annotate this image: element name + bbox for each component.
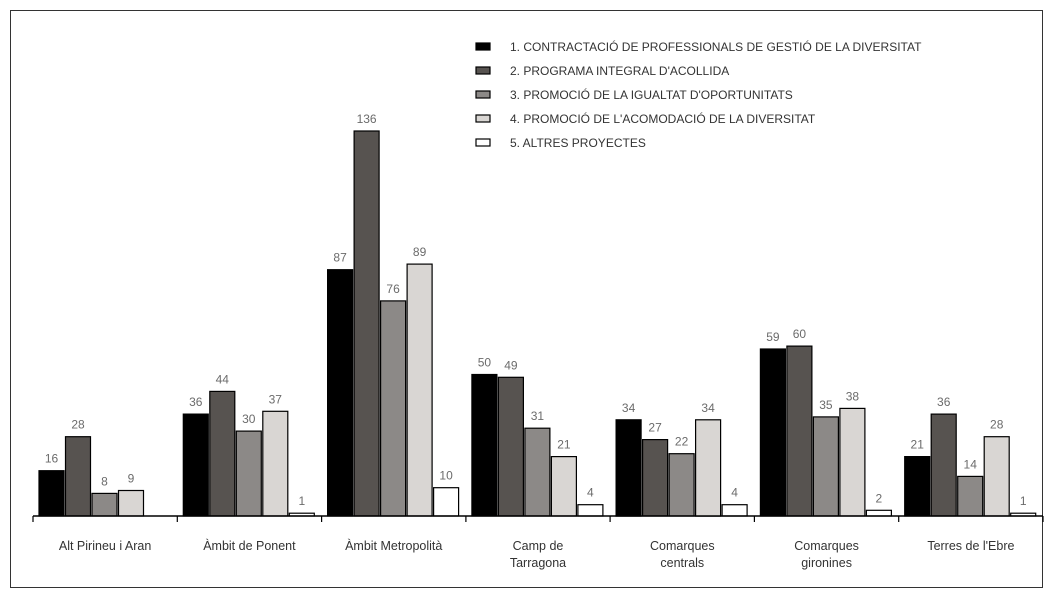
data-label-s5-c3: 10 bbox=[439, 469, 453, 483]
data-label-s2-c3: 136 bbox=[357, 112, 377, 126]
data-label-s4-c5: 34 bbox=[701, 401, 715, 415]
bar-s1-c2 bbox=[182, 413, 209, 517]
data-label-s5-c6: 2 bbox=[876, 491, 883, 505]
legend-swatch-5 bbox=[475, 138, 491, 147]
bar-s2-c2 bbox=[209, 390, 236, 517]
legend-label-2: 2. PROGRAMA INTEGRAL D'ACOLLIDA bbox=[510, 64, 729, 78]
category-label-1: Alt Pirineu i Aran bbox=[59, 539, 151, 553]
data-label-s1-c6: 59 bbox=[766, 330, 780, 344]
x-axis: Alt Pirineu i Aran Àmbit de Ponent Àmbit M… bbox=[32, 515, 1044, 570]
data-label-s1-c7: 21 bbox=[911, 438, 925, 452]
bar-s4-c5 bbox=[694, 419, 722, 517]
data-label-s3-c4: 31 bbox=[531, 409, 545, 423]
data-label-s5-c4: 4 bbox=[587, 486, 594, 500]
legend-swatch-1 bbox=[475, 42, 491, 51]
data-label-s4-c1: 9 bbox=[128, 472, 135, 486]
bar-s4-c1 bbox=[117, 489, 145, 517]
data-label-s1-c1: 16 bbox=[45, 452, 59, 466]
category-label-5-line2: centrals bbox=[660, 556, 704, 570]
data-label-s3-c5: 22 bbox=[675, 435, 689, 449]
category-label-5-line1: Comarques bbox=[650, 539, 715, 553]
bar-s4-c2 bbox=[262, 410, 289, 517]
data-label-s4-c6: 38 bbox=[846, 389, 860, 403]
legend-swatch-3 bbox=[475, 90, 491, 99]
bar-s2-c4 bbox=[497, 376, 524, 517]
category-label-3: Àmbit Metropolità bbox=[345, 538, 442, 553]
data-label-s2-c5: 27 bbox=[648, 421, 662, 435]
bar-s2-c3 bbox=[353, 130, 380, 517]
data-label-s3-c7: 14 bbox=[964, 457, 978, 471]
legend-label-3: 3. PROMOCIÓ DE LA IGUALTAT D'OPORTUNITAT… bbox=[510, 87, 793, 102]
data-label-s2-c2: 44 bbox=[216, 372, 230, 386]
data-label-s4-c7: 28 bbox=[990, 418, 1004, 432]
bar-s3-c1 bbox=[91, 492, 118, 517]
data-label-s2-c7: 36 bbox=[937, 395, 951, 409]
data-label-s2-c1: 28 bbox=[71, 418, 85, 432]
bar-s3-c5 bbox=[668, 453, 695, 517]
bar-s1-c4 bbox=[471, 373, 498, 517]
data-label-s4-c2: 37 bbox=[269, 392, 283, 406]
bar-s3-c3 bbox=[380, 300, 407, 517]
bar-s2-c1 bbox=[64, 436, 92, 517]
bar-s4-c4 bbox=[550, 456, 578, 517]
bar-s1-c5 bbox=[615, 419, 642, 517]
legend-swatch-4 bbox=[475, 114, 491, 123]
category-label-2: Àmbit de Ponent bbox=[203, 538, 296, 553]
legend-swatch-2 bbox=[475, 66, 491, 75]
data-label-s3-c6: 35 bbox=[819, 398, 833, 412]
legend-label-4: 4. PROMOCIÓ DE L'ACOMODACIÓ DE LA DIVERS… bbox=[510, 111, 816, 126]
category-label-7: Terres de l'Ebre bbox=[927, 539, 1014, 553]
data-label-s4-c4: 21 bbox=[557, 438, 571, 452]
bar-s5-c6 bbox=[865, 509, 893, 517]
bar-s3-c2 bbox=[235, 430, 262, 517]
bar-s1-c1 bbox=[38, 470, 65, 517]
chart-border bbox=[10, 10, 1043, 588]
data-label-s1-c5: 34 bbox=[622, 401, 636, 415]
bar-s2-c7 bbox=[930, 413, 957, 517]
bar-s4-c6 bbox=[839, 407, 866, 517]
category-label-4-line1: Camp de bbox=[513, 539, 564, 553]
bar-s5-c4 bbox=[577, 504, 604, 517]
bar-s2-c5 bbox=[641, 439, 669, 517]
category-label-4-line2: Tarragona bbox=[510, 556, 566, 570]
data-label-s3-c2: 30 bbox=[242, 412, 256, 426]
bar-s5-c3 bbox=[433, 487, 460, 517]
data-label-s2-c4: 49 bbox=[504, 358, 518, 372]
data-label-s2-c6: 60 bbox=[793, 327, 807, 341]
data-label-s1-c4: 50 bbox=[478, 356, 492, 370]
category-label-6-line2: gironines bbox=[801, 556, 852, 570]
bar-s3-c6 bbox=[812, 416, 840, 517]
data-label-s1-c3: 87 bbox=[333, 251, 347, 265]
data-label-s3-c1: 8 bbox=[101, 474, 108, 488]
data-label-s5-c7: 1 bbox=[1020, 494, 1027, 508]
bar-s1-c7 bbox=[904, 456, 931, 517]
legend-label-1: 1. CONTRACTACIÓ DE PROFESSIONALS DE GEST… bbox=[510, 39, 922, 54]
legend-label-5: 5. ALTRES PROYECTES bbox=[510, 136, 646, 150]
bar-s4-c3 bbox=[406, 263, 433, 517]
data-label-s1-c2: 36 bbox=[189, 395, 203, 409]
bar-s3-c4 bbox=[524, 427, 551, 517]
category-label-6-line1: Comarques bbox=[794, 539, 859, 553]
data-label-s5-c2: 1 bbox=[298, 494, 305, 508]
bar-s1-c6 bbox=[759, 348, 787, 517]
data-label-s3-c3: 76 bbox=[386, 282, 400, 296]
data-label-s5-c5: 4 bbox=[731, 486, 738, 500]
bar-s2-c6 bbox=[786, 345, 813, 517]
bar-s4-c7 bbox=[983, 436, 1010, 517]
legend: 1. CONTRACTACIÓ DE PROFESSIONALS DE GEST… bbox=[475, 39, 922, 150]
bar-s5-c5 bbox=[721, 504, 748, 517]
bar-s3-c7 bbox=[957, 475, 984, 517]
bar-s1-c3 bbox=[327, 269, 354, 517]
data-label-s4-c3: 89 bbox=[413, 245, 427, 259]
